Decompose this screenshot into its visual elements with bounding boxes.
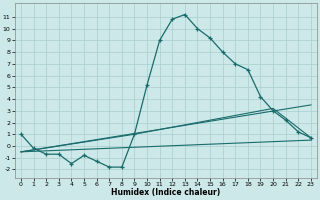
X-axis label: Humidex (Indice chaleur): Humidex (Indice chaleur): [111, 188, 220, 197]
